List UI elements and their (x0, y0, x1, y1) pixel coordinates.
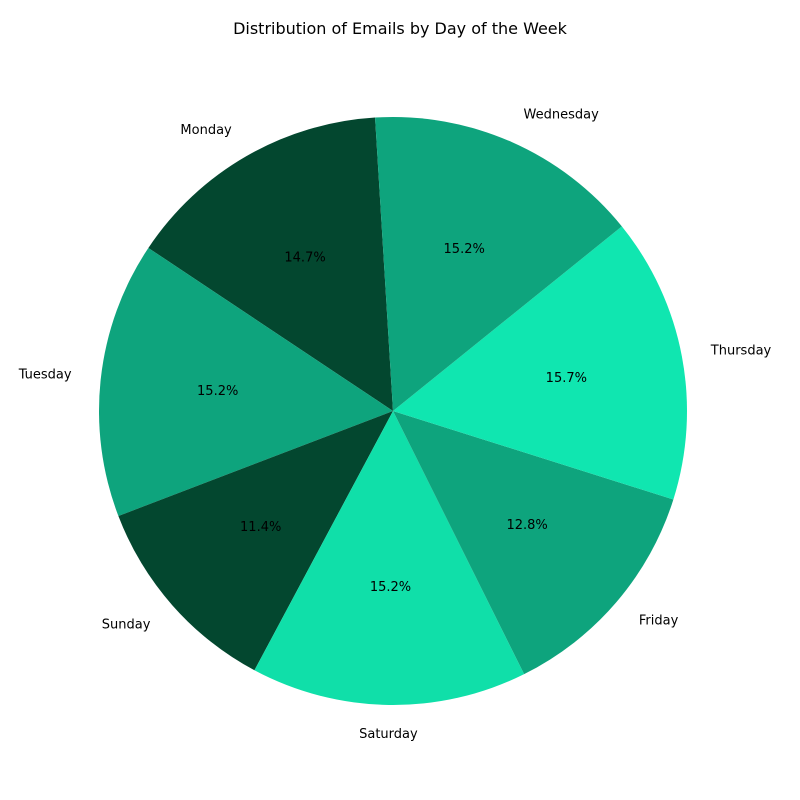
slice-percent-label-sunday: 11.4% (240, 520, 281, 535)
pie-slice-monday (148, 117, 393, 412)
slice-category-label-thursday: Thursday (710, 344, 772, 359)
slice-category-label-friday: Friday (639, 614, 679, 629)
pie-slice-thursday (393, 226, 688, 500)
slice-percent-label-monday: 14.7% (284, 251, 325, 266)
slice-percent-label-friday: 12.8% (506, 518, 547, 533)
slice-percent-label-thursday: 15.7% (546, 371, 587, 386)
slice-category-label-tuesday: Tuesday (18, 368, 72, 383)
pie-slice-sunday (118, 411, 393, 671)
pie-slice-friday (393, 411, 674, 675)
slice-percent-label-tuesday: 15.2% (197, 384, 238, 399)
slice-percent-label-wednesday: 15.2% (444, 242, 485, 257)
chart-title: Distribution of Emails by Day of the Wee… (233, 19, 567, 38)
pie-slice-saturday (254, 411, 525, 705)
pie-slice-tuesday (98, 247, 394, 516)
slice-category-label-monday: Monday (180, 123, 232, 138)
slice-percent-label-saturday: 15.2% (370, 580, 411, 595)
slice-category-label-wednesday: Wednesday (524, 108, 600, 123)
slice-category-label-saturday: Saturday (359, 727, 418, 742)
slice-category-label-sunday: Sunday (102, 617, 151, 632)
pie-slice-wednesday (375, 117, 622, 412)
